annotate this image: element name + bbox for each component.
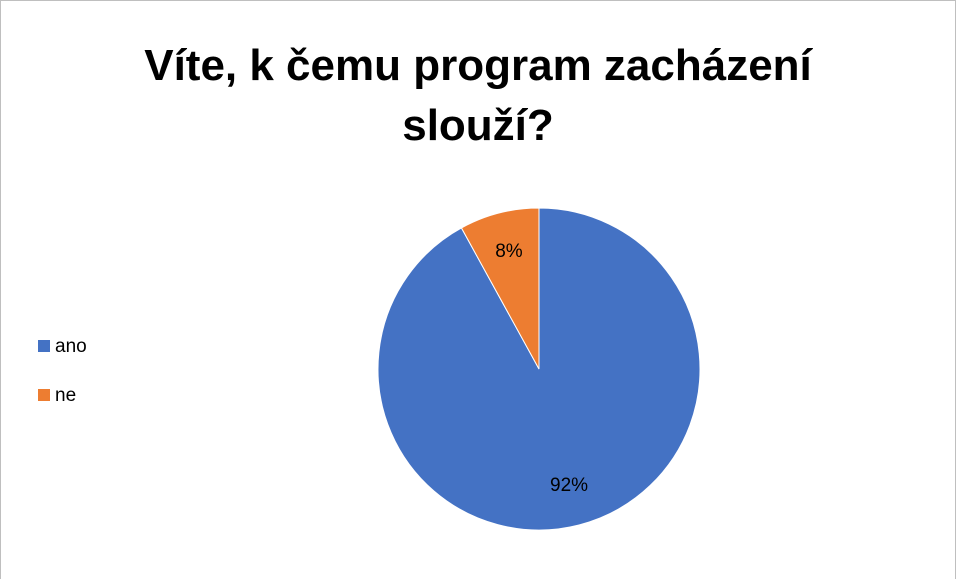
legend-swatch <box>38 340 50 352</box>
chart-title: Víte, k čemu program zacházení slouží? <box>144 41 812 150</box>
legend-label: ano <box>55 336 87 357</box>
legend-label: ne <box>55 385 76 406</box>
legend-swatch <box>38 389 50 401</box>
data-label: 92% <box>550 475 588 496</box>
pie-slice <box>460 207 540 370</box>
data-label: 8% <box>495 241 523 262</box>
